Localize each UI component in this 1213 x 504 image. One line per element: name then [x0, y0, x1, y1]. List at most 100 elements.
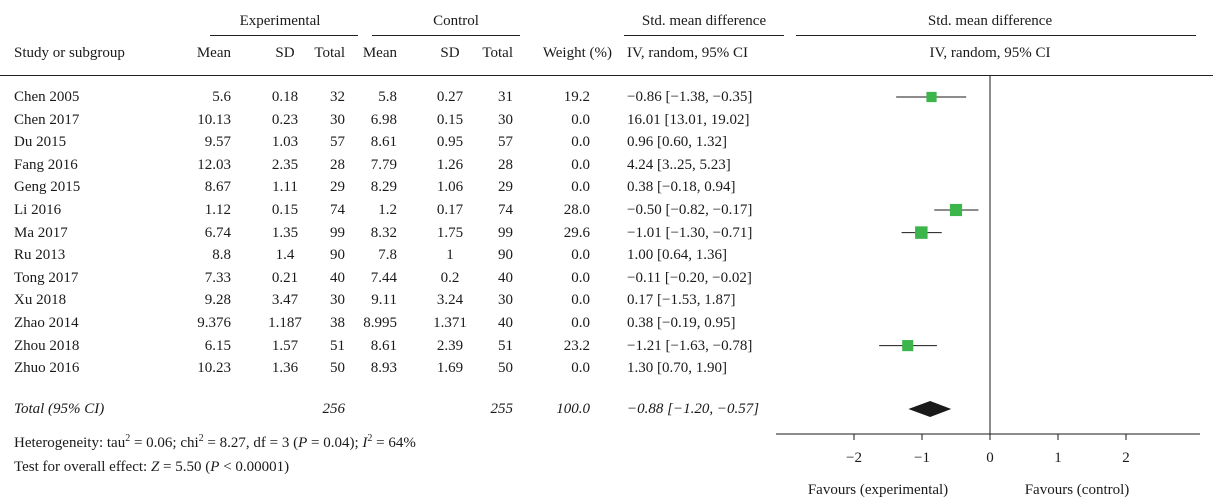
overall-effect-text: Test for overall effect: Z = 5.50 (P < 0… [14, 459, 290, 475]
cell-total-c: 50 [498, 360, 513, 377]
cell-total-c: 40 [498, 269, 513, 286]
cell-ci-text: −1.21 [−1.63, −0.78] [627, 337, 753, 354]
cell-sd-e: 1.35 [271, 224, 299, 241]
cell-sd-e: 0.23 [271, 111, 299, 128]
cell-mean-c: 6.98 [370, 111, 397, 128]
underline-control [372, 35, 520, 36]
header-smd-plot: Std. mean difference [927, 13, 1053, 29]
cell-study: Zhou 2018 [14, 337, 80, 354]
cell-total-c: 51 [498, 337, 513, 354]
cell-ci-text: 0.17 [−1.53, 1.87] [627, 292, 736, 309]
cell-study: Tong 2017 [14, 269, 79, 286]
total-weight: 100.0 [556, 401, 590, 417]
header-sd-c: SD [440, 45, 460, 61]
cell-weight: 0.0 [571, 315, 590, 331]
cell-sd-c: 1.69 [436, 360, 464, 377]
cell-ci-text: 1.30 [0.70, 1.90] [627, 360, 727, 377]
cell-total-e: 57 [330, 134, 345, 151]
cell-total-e: 51 [330, 337, 345, 354]
cell-sd-c: 0.17 [436, 202, 464, 218]
cell-mean-c: 8.61 [370, 134, 397, 151]
cell-mean-c: 8.93 [370, 360, 397, 377]
cell-mean-e: 10.23 [197, 360, 231, 377]
header-method-text: IV, random, 95% CI [627, 45, 748, 61]
cell-weight: 0.0 [571, 111, 590, 128]
cell-sd-c: 1 [446, 247, 454, 264]
cell-total-e: 28 [330, 156, 345, 173]
cell-sd-e: 1.57 [271, 337, 299, 354]
cell-total-e: 32 [330, 89, 345, 105]
cell-study: Fang 2016 [14, 156, 78, 173]
cell-total-c: 40 [498, 315, 513, 331]
cell-study: Ma 2017 [14, 224, 68, 241]
cell-ci-text: −1.01 [−1.30, −0.71] [627, 224, 753, 241]
header-control: Control [433, 13, 479, 29]
cell-total-e: 30 [330, 292, 345, 309]
underline-smd-plot [796, 35, 1196, 36]
cell-weight: 29.6 [563, 224, 590, 241]
cell-sd-c: 0.27 [436, 89, 464, 105]
cell-weight: 0.0 [571, 156, 590, 173]
header-mean-c: Mean [362, 45, 397, 61]
cell-weight: 19.2 [563, 89, 590, 105]
x-tick-label: 2 [1122, 450, 1130, 466]
cell-weight: 0.0 [571, 247, 590, 264]
cell-mean-c: 1.2 [378, 202, 397, 218]
cell-study: Geng 2015 [14, 179, 81, 196]
cell-sd-c: 0.95 [436, 134, 464, 151]
cell-mean-c: 7.44 [370, 269, 397, 286]
cell-sd-e: 2.35 [271, 156, 299, 173]
cell-mean-c: 8.29 [370, 179, 397, 196]
cell-total-e: 99 [330, 224, 345, 241]
cell-mean-e: 7.33 [204, 269, 231, 286]
cell-weight: 0.0 [571, 292, 590, 309]
cell-mean-c: 7.8 [378, 247, 397, 264]
cell-sd-c: 1.06 [436, 179, 464, 196]
cell-ci-text: 0.38 [−0.19, 0.95] [627, 315, 736, 331]
cell-total-c: 28 [498, 156, 513, 173]
cell-ci-text: 0.96 [0.60, 1.32] [627, 134, 727, 151]
header-weight: Weight (%) [542, 45, 612, 61]
cell-total-c: 74 [498, 202, 513, 218]
cell-ci-text: 16.01 [13.01, 19.02] [627, 111, 750, 128]
cell-study: Chen 2005 [14, 89, 80, 105]
cell-sd-e: 1.4 [275, 247, 295, 264]
favours-experimental-label: Favours (experimental) [808, 482, 948, 498]
cell-sd-c: 1.371 [433, 315, 467, 331]
cell-mean-e: 12.03 [197, 156, 231, 173]
header-rule [0, 75, 1213, 76]
cell-sd-c: 0.15 [436, 111, 464, 128]
cell-total-c: 99 [498, 224, 513, 241]
header-total-e: Total [314, 45, 345, 61]
cell-total-c: 90 [498, 247, 513, 264]
cell-sd-c: 0.2 [440, 269, 460, 286]
cell-sd-c: 2.39 [436, 337, 464, 354]
total-label: Total (95% CI) [14, 401, 105, 417]
underline-experimental [210, 35, 358, 36]
cell-weight: 0.0 [571, 360, 590, 377]
header-sd-e: SD [275, 45, 295, 61]
cell-sd-e: 0.21 [271, 269, 299, 286]
cell-sd-e: 0.15 [271, 202, 299, 218]
cell-sd-e: 1.187 [268, 315, 302, 331]
cell-total-e: 74 [330, 202, 345, 218]
cell-sd-e: 3.47 [271, 292, 299, 309]
total-c: 255 [490, 401, 514, 417]
x-tick-label: 0 [986, 450, 994, 466]
cell-study: Xu 2018 [14, 292, 67, 309]
cell-mean-e: 6.74 [204, 224, 231, 241]
cell-sd-c: 1.75 [436, 224, 464, 241]
cell-ci-text: 0.38 [−0.18, 0.94] [627, 179, 736, 196]
study-marker [926, 91, 937, 103]
header-study: Study or subgroup [14, 45, 125, 61]
cell-ci-text: 4.24 [3..25, 5.23] [627, 156, 731, 173]
cell-ci-text: −0.11 [−0.20, −0.02] [627, 269, 752, 286]
cell-total-c: 30 [498, 111, 513, 128]
cell-mean-e: 8.67 [204, 179, 231, 196]
total-e: 256 [322, 401, 346, 417]
cell-mean-e: 8.8 [212, 247, 231, 264]
cell-weight: 0.0 [571, 179, 590, 196]
cell-total-e: 30 [330, 111, 345, 128]
cell-sd-c: 3.24 [436, 292, 464, 309]
